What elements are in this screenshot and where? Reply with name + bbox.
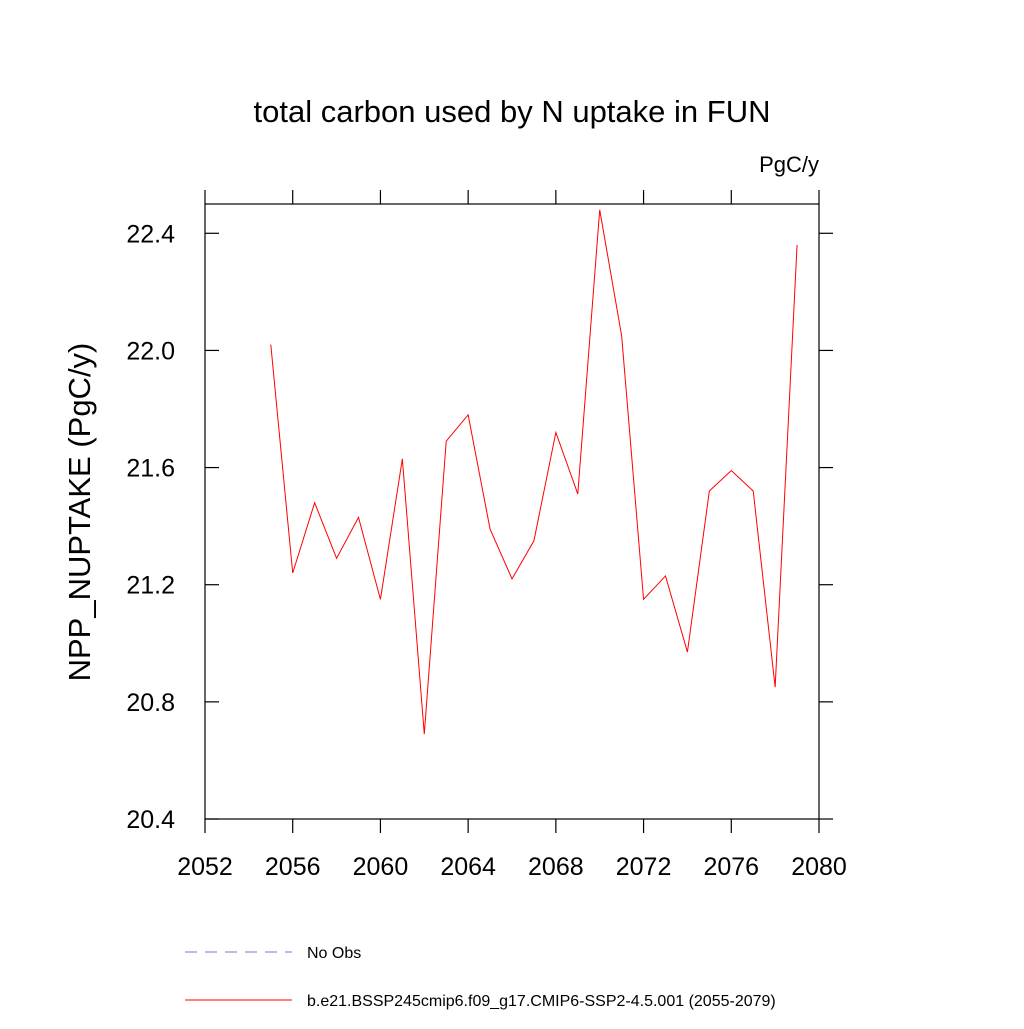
chart-title: total carbon used by N uptake in FUN: [254, 94, 771, 129]
x-tick-label: 2056: [265, 853, 321, 881]
y-tick-label: 20.8: [126, 689, 175, 717]
x-tick-label: 2064: [440, 853, 496, 881]
y-tick-label: 21.2: [126, 572, 175, 600]
y-tick-label: 20.4: [126, 806, 175, 834]
plot-frame: [204, 203, 820, 820]
x-tick-label: 2052: [177, 853, 233, 881]
y-tick-label: 22.0: [126, 337, 175, 365]
y-axis-label: NPP_NUPTAKE (PgC/y): [62, 343, 97, 682]
legend-label: b.e21.BSSP245cmip6.f09_g17.CMIP6-SSP2-4.…: [307, 993, 776, 1010]
x-tick-label: 2072: [616, 853, 672, 881]
y-tick-label: 21.6: [126, 455, 175, 483]
x-tick-label: 2076: [703, 853, 759, 881]
x-tick-label: 2060: [353, 853, 409, 881]
legend-label: No Obs: [307, 945, 361, 962]
units-label: PgC/y: [759, 152, 819, 177]
data-line: [270, 209, 798, 735]
y-tick-label: 22.4: [126, 220, 175, 248]
x-tick-label: 2080: [791, 853, 847, 881]
x-tick-label: 2068: [528, 853, 584, 881]
